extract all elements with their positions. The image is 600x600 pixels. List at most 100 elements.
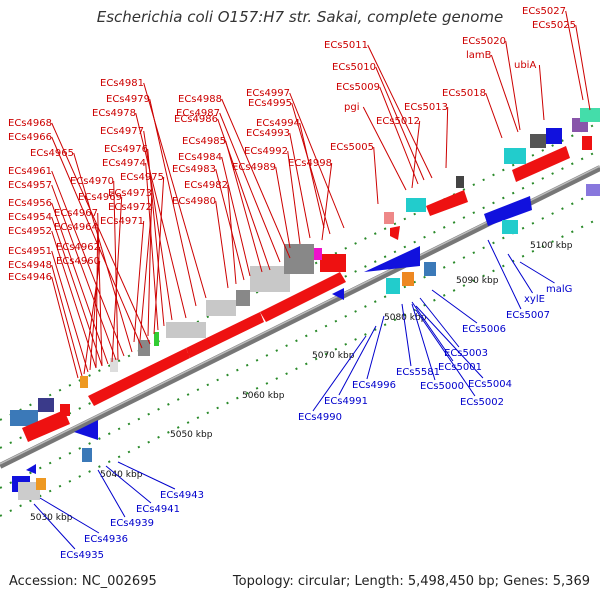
gene-label[interactable]: ECs4998 (288, 158, 332, 169)
gene-label[interactable]: ECs4948 (8, 260, 52, 271)
gene-feature[interactable] (154, 332, 159, 346)
gene-label[interactable]: ECs4971 (100, 216, 144, 227)
gene-label[interactable]: ECs4936 (84, 534, 128, 545)
gene-label[interactable]: ECs4979 (106, 94, 150, 105)
gene-label[interactable]: ECs5011 (324, 40, 368, 51)
gene-feature[interactable] (586, 184, 600, 196)
gene-feature[interactable] (364, 246, 420, 272)
gene-label[interactable]: ECs5020 (462, 36, 506, 47)
gene-feature[interactable] (60, 404, 70, 416)
gene-feature[interactable] (546, 128, 562, 144)
gene-label[interactable]: ECs4973 (108, 188, 152, 199)
gene-label[interactable]: ECs4935 (60, 550, 104, 561)
gene-label[interactable]: ECs5012 (376, 116, 420, 127)
gene-label[interactable]: ECs5013 (404, 102, 448, 113)
gene-label[interactable]: ECs4943 (160, 490, 204, 501)
gene-label[interactable]: ECs4962 (56, 242, 100, 253)
gene-feature[interactable] (38, 398, 54, 412)
gene-label[interactable]: ECs4995 (248, 98, 292, 109)
gene-label[interactable]: ECs5009 (336, 82, 380, 93)
gene-label[interactable]: ECs4952 (8, 226, 52, 237)
gene-label[interactable]: ECs4966 (8, 132, 52, 143)
gene-label[interactable]: ECs4974 (102, 158, 146, 169)
gene-feature[interactable] (26, 464, 36, 474)
gene-label[interactable]: ECs4957 (8, 180, 52, 191)
gene-label[interactable]: ECs5005 (330, 142, 374, 153)
gene-feature[interactable] (166, 322, 206, 338)
gene-label[interactable]: ECs4981 (100, 78, 144, 89)
gene-feature[interactable] (580, 108, 600, 122)
gene-label[interactable]: ECs4965 (30, 148, 74, 159)
gene-feature[interactable] (260, 272, 346, 322)
gene-label[interactable]: ECs5581 (396, 367, 440, 378)
gene-label[interactable]: ECs5010 (332, 62, 376, 73)
gene-feature[interactable] (22, 410, 70, 442)
gene-label[interactable]: ECs4972 (108, 202, 152, 213)
gene-label[interactable]: ECs4975 (120, 172, 164, 183)
gene-feature[interactable] (406, 198, 426, 212)
gene-feature[interactable] (390, 226, 400, 240)
gene-feature[interactable] (138, 340, 150, 356)
gene-label[interactable]: ECs4967 (54, 208, 98, 219)
gene-feature[interactable] (314, 248, 322, 260)
gene-feature[interactable] (332, 288, 344, 300)
gene-feature[interactable] (386, 278, 400, 294)
gene-feature[interactable] (284, 244, 314, 274)
gene-feature[interactable] (320, 254, 346, 272)
gene-label[interactable]: ECs4956 (8, 198, 52, 209)
gene-feature[interactable] (74, 420, 98, 440)
gene-label[interactable]: ECs4951 (8, 246, 52, 257)
gene-label[interactable]: ECs5002 (460, 397, 504, 408)
gene-label[interactable]: ECs4969 (78, 192, 122, 203)
gene-label[interactable]: ECs4941 (136, 504, 180, 515)
gene-feature[interactable] (424, 262, 436, 276)
gene-label[interactable]: ECs4984 (178, 152, 222, 163)
gene-label[interactable]: ECs5018 (442, 88, 486, 99)
gene-label[interactable]: ECs5027 (522, 6, 566, 17)
gene-label[interactable]: pgi (344, 102, 359, 113)
gene-label[interactable]: ECs4939 (110, 518, 154, 529)
gene-feature[interactable] (530, 134, 546, 148)
gene-label[interactable]: ECs4954 (8, 212, 52, 223)
gene-label[interactable]: ECs4997 (246, 88, 290, 99)
gene-label[interactable]: ECs4985 (182, 136, 226, 147)
gene-label[interactable]: ubiA (514, 60, 536, 71)
gene-feature[interactable] (82, 448, 92, 462)
gene-label[interactable]: ECs5001 (438, 362, 482, 373)
gene-label[interactable]: ECs4968 (8, 118, 52, 129)
gene-label[interactable]: ECs4970 (70, 176, 114, 187)
gene-label[interactable]: ECs4996 (352, 380, 396, 391)
gene-label[interactable]: ECs4986 (174, 114, 218, 125)
gene-feature[interactable] (236, 290, 250, 306)
gene-feature[interactable] (384, 212, 394, 224)
gene-feature[interactable] (502, 220, 518, 234)
gene-feature[interactable] (110, 358, 118, 372)
gene-label[interactable]: ECs5007 (506, 310, 550, 321)
gene-feature[interactable] (426, 190, 468, 216)
gene-feature[interactable] (80, 376, 88, 388)
gene-feature[interactable] (186, 312, 264, 358)
gene-label[interactable]: ECs4987 (176, 108, 220, 119)
gene-label[interactable]: ECs4977 (100, 126, 144, 137)
gene-feature[interactable] (10, 410, 38, 426)
gene-label[interactable]: ECs5004 (468, 379, 512, 390)
gene-label[interactable]: ECs4976 (104, 144, 148, 155)
gene-label[interactable]: ECs4990 (298, 412, 342, 423)
gene-label[interactable]: xylE (524, 294, 545, 305)
gene-feature[interactable] (484, 196, 532, 226)
gene-feature[interactable] (582, 136, 592, 150)
gene-label[interactable]: malG (546, 284, 572, 295)
gene-label[interactable]: ECs4988 (178, 94, 222, 105)
gene-label[interactable]: ECs5006 (462, 324, 506, 335)
gene-feature[interactable] (36, 478, 46, 490)
gene-label[interactable]: ECs4993 (246, 128, 290, 139)
gene-label[interactable]: ECs5003 (444, 348, 488, 359)
gene-feature[interactable] (402, 272, 414, 286)
gene-label[interactable]: lamB (466, 50, 492, 61)
gene-label[interactable]: ECs4992 (244, 146, 288, 157)
gene-feature[interactable] (512, 146, 570, 182)
gene-label[interactable]: ECs4989 (232, 162, 276, 173)
gene-label[interactable]: ECs4994 (256, 118, 300, 129)
gene-label[interactable]: ECs4978 (92, 108, 136, 119)
